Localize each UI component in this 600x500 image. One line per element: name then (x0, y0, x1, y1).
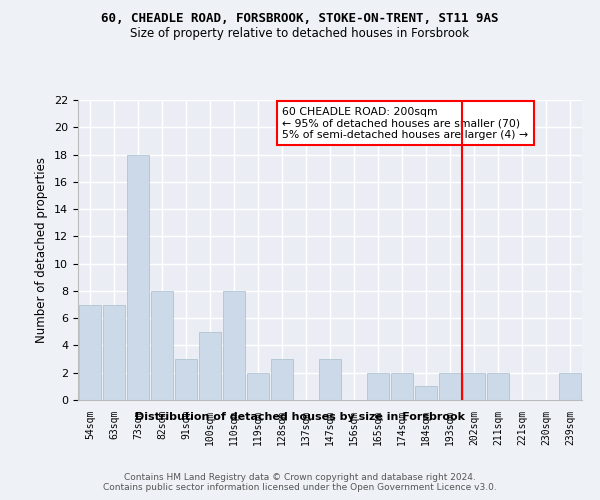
Bar (463, 372, 485, 400)
Text: 60, CHEADLE ROAD, FORSBROOK, STOKE-ON-TRENT, ST11 9AS: 60, CHEADLE ROAD, FORSBROOK, STOKE-ON-TR… (101, 12, 499, 26)
Bar (199, 332, 221, 400)
Bar (223, 291, 245, 400)
Bar (127, 154, 149, 400)
Bar (103, 304, 125, 400)
Text: Contains HM Land Registry data © Crown copyright and database right 2024.
Contai: Contains HM Land Registry data © Crown c… (103, 472, 497, 492)
Bar (79, 304, 101, 400)
Bar (439, 372, 461, 400)
Bar (319, 359, 341, 400)
Bar (175, 359, 197, 400)
Bar (559, 372, 581, 400)
Bar (487, 372, 509, 400)
Bar (367, 372, 389, 400)
Y-axis label: Number of detached properties: Number of detached properties (35, 157, 49, 343)
Text: Size of property relative to detached houses in Forsbrook: Size of property relative to detached ho… (131, 28, 470, 40)
Bar (247, 372, 269, 400)
Text: 60 CHEADLE ROAD: 200sqm
← 95% of detached houses are smaller (70)
5% of semi-det: 60 CHEADLE ROAD: 200sqm ← 95% of detache… (282, 107, 528, 140)
Bar (151, 291, 173, 400)
Bar (391, 372, 413, 400)
Bar (415, 386, 437, 400)
Text: Distribution of detached houses by size in Forsbrook: Distribution of detached houses by size … (135, 412, 465, 422)
Bar (271, 359, 293, 400)
